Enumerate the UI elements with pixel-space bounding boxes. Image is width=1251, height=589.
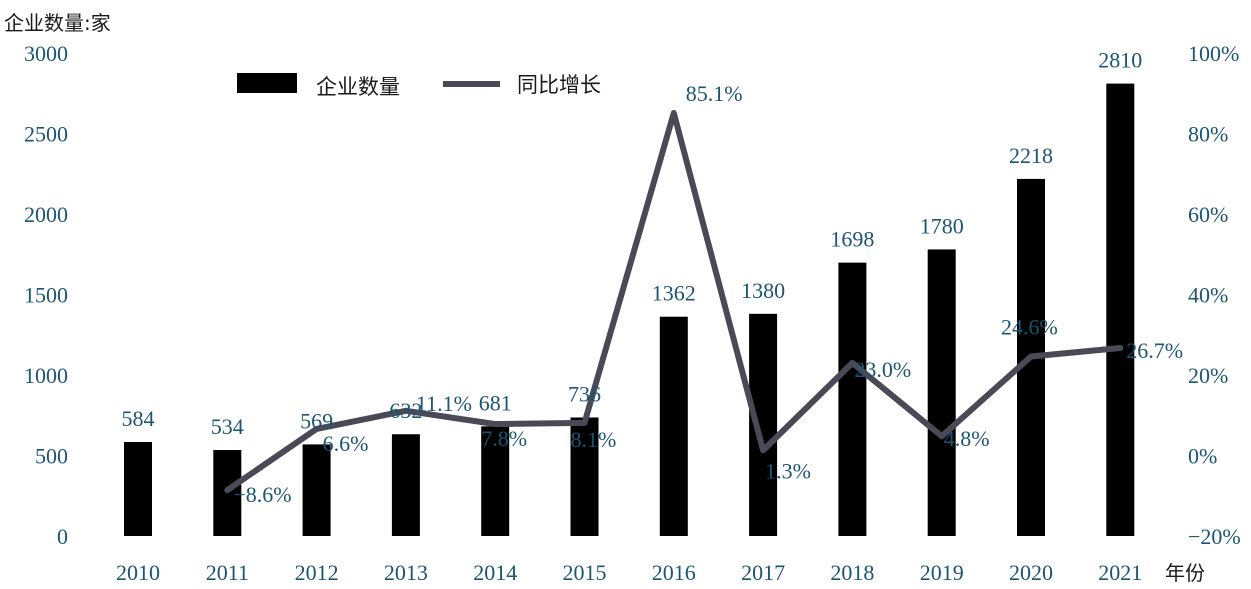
bar-value-label: 1698 bbox=[830, 227, 874, 252]
x-tick-label: 2020 bbox=[1009, 560, 1053, 585]
bars bbox=[124, 83, 1135, 537]
bar-value-label: 1780 bbox=[920, 213, 964, 238]
bar bbox=[1106, 83, 1135, 536]
y-left-tick-label: 3000 bbox=[24, 41, 68, 66]
growth-value-label: 85.1% bbox=[686, 81, 743, 106]
x-tick-label: 2015 bbox=[563, 560, 607, 585]
growth-value-label: 7.8% bbox=[481, 426, 527, 451]
growth-value-label: 26.7% bbox=[1126, 338, 1183, 363]
pct-labels: −8.6% 6.6% 11.1% 7.8% 8.1% 85.1% 1.3% 23.0% 4.8%… bbox=[233, 81, 1183, 507]
y-right-tick-label: 0% bbox=[1188, 444, 1217, 469]
growth-line-layer bbox=[224, 110, 1124, 494]
growth-value-label: 1.3% bbox=[765, 458, 811, 483]
y-right-tick-label: 40% bbox=[1188, 283, 1228, 308]
x-tick-label: 2010 bbox=[116, 560, 160, 585]
y-left-axis-title: 企业数量:家 bbox=[4, 11, 111, 35]
legend-label-bar: 企业数量 bbox=[316, 75, 400, 99]
bar bbox=[391, 434, 420, 536]
growth-value-label: 23.0% bbox=[854, 357, 911, 382]
growth-value-label: 6.6% bbox=[323, 431, 369, 456]
bar-value-label: 2810 bbox=[1098, 48, 1142, 73]
growth-value-label: 8.1% bbox=[571, 427, 617, 452]
x-tick-label: 2011 bbox=[206, 560, 249, 585]
bar bbox=[481, 426, 510, 536]
bar bbox=[302, 444, 331, 536]
bar bbox=[124, 441, 152, 536]
growth-value-label: 11.1% bbox=[416, 391, 472, 416]
growth-value-label: 24.6% bbox=[1001, 314, 1058, 339]
y-left-ticks: 0 500 1000 1500 2000 2500 3000 bbox=[24, 41, 68, 549]
bar-value-label: 632 bbox=[389, 398, 422, 423]
x-tick-label: 2018 bbox=[830, 560, 874, 585]
bar-value-label: 1362 bbox=[652, 281, 696, 306]
y-right-tick-label: −20% bbox=[1188, 524, 1241, 549]
bar-value-label: 2218 bbox=[1009, 143, 1053, 168]
x-tick-label: 2021 bbox=[1098, 560, 1142, 585]
y-left-tick-label: 500 bbox=[35, 444, 68, 469]
y-left-tick-label: 0 bbox=[57, 524, 68, 549]
bar bbox=[927, 249, 956, 537]
bar-value-label: 584 bbox=[122, 406, 155, 431]
bar bbox=[570, 417, 599, 536]
bar-value-label: 681 bbox=[479, 390, 512, 415]
y-left-tick-label: 1500 bbox=[24, 283, 68, 308]
bar-labels: 584 534 569 632 681 736 1362 1380 1698 1780 2218 28… bbox=[122, 48, 1143, 439]
x-tick-label: 2017 bbox=[741, 560, 785, 585]
y-left-tick-label: 2000 bbox=[24, 202, 68, 227]
y-right-tick-label: 20% bbox=[1188, 363, 1228, 388]
bar bbox=[838, 262, 867, 536]
legend-swatch-bar bbox=[237, 73, 297, 93]
y-right-tick-label: 60% bbox=[1188, 202, 1228, 227]
x-ticks: 2010 2011 2012 2013 2014 2015 2016 2017 2018 2019… bbox=[116, 560, 1142, 585]
bar-value-label: 569 bbox=[300, 408, 333, 433]
bar-value-label: 534 bbox=[211, 414, 244, 439]
y-right-tick-label: 100% bbox=[1188, 41, 1239, 66]
x-axis-title: 年份 bbox=[1165, 561, 1205, 585]
bar-value-label: 1380 bbox=[741, 278, 785, 303]
growth-value-label: 4.8% bbox=[944, 426, 990, 451]
legend-label-line: 同比增长 bbox=[517, 73, 601, 97]
bar-value-label: 736 bbox=[568, 382, 601, 407]
y-right-tick-label: 80% bbox=[1188, 122, 1228, 147]
x-tick-label: 2019 bbox=[920, 560, 964, 585]
y-left-tick-label: 1000 bbox=[24, 363, 68, 388]
y-right-ticks: −20% 0% 20% 40% 60% 80% 100% bbox=[1188, 41, 1241, 549]
growth-value-label: −8.6% bbox=[233, 482, 291, 507]
x-tick-label: 2016 bbox=[652, 560, 696, 585]
growth-line bbox=[224, 110, 1124, 494]
legend: 企业数量 同比增长 bbox=[237, 73, 601, 99]
bar bbox=[659, 316, 688, 536]
x-tick-label: 2014 bbox=[473, 560, 517, 585]
y-left-tick-label: 2500 bbox=[24, 122, 68, 147]
x-tick-label: 2013 bbox=[384, 560, 428, 585]
x-tick-label: 2012 bbox=[295, 560, 339, 585]
